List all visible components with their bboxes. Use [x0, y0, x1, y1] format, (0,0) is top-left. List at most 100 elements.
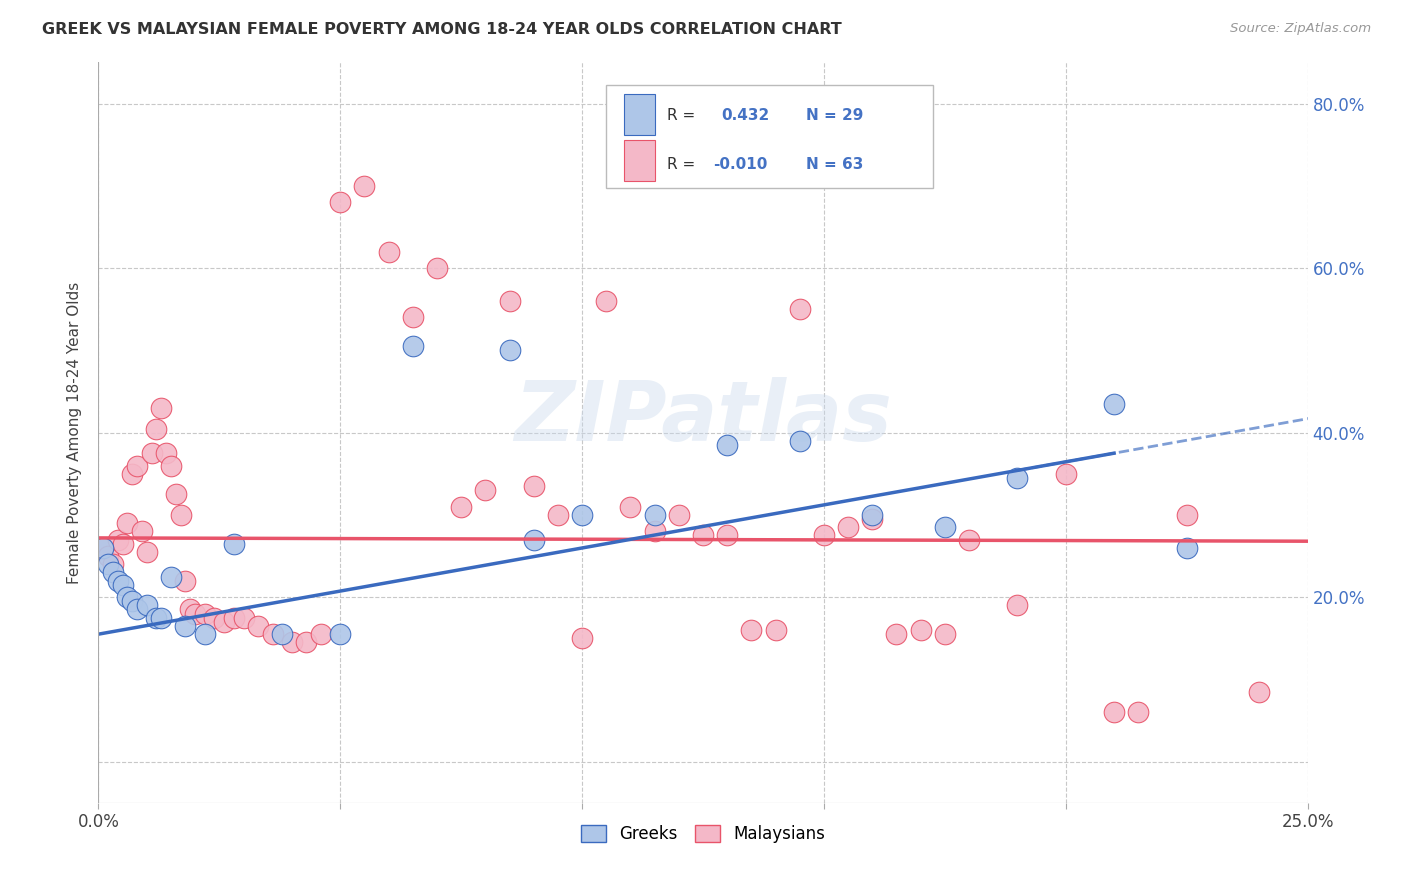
- Point: [127, 458, 149, 473]
- Point: [1249, 685, 1271, 699]
- Point: [571, 508, 593, 522]
- Point: [127, 602, 149, 616]
- Text: R =: R =: [666, 108, 695, 123]
- Point: [1128, 706, 1150, 720]
- Point: [426, 261, 449, 276]
- Point: [450, 500, 472, 514]
- Point: [571, 632, 593, 646]
- Point: [117, 516, 139, 530]
- Point: [107, 533, 129, 547]
- Point: [145, 421, 167, 435]
- Point: [1102, 706, 1125, 720]
- Point: [353, 178, 375, 193]
- FancyBboxPatch shape: [624, 95, 655, 135]
- Point: [498, 293, 520, 308]
- Point: [121, 594, 143, 608]
- Point: [910, 623, 932, 637]
- Point: [111, 536, 134, 550]
- Point: [262, 627, 284, 641]
- Point: [1007, 599, 1029, 613]
- Point: [160, 458, 183, 473]
- Point: [860, 508, 883, 522]
- Point: [97, 549, 120, 563]
- Point: [91, 541, 114, 555]
- Point: [107, 574, 129, 588]
- Point: [212, 615, 235, 629]
- Text: N = 63: N = 63: [806, 157, 863, 172]
- Point: [160, 569, 183, 583]
- Point: [1102, 397, 1125, 411]
- Point: [329, 195, 352, 210]
- Point: [101, 558, 124, 572]
- Point: [789, 434, 811, 448]
- Point: [145, 610, 167, 624]
- Point: [281, 635, 304, 649]
- Point: [886, 627, 908, 641]
- Point: [91, 541, 114, 555]
- Point: [498, 343, 520, 358]
- Point: [1007, 471, 1029, 485]
- Point: [1054, 467, 1077, 481]
- Point: [111, 578, 134, 592]
- FancyBboxPatch shape: [624, 140, 655, 181]
- Point: [97, 558, 120, 572]
- Point: [169, 508, 191, 522]
- Point: [619, 500, 641, 514]
- Point: [523, 533, 546, 547]
- Point: [222, 610, 245, 624]
- Point: [789, 302, 811, 317]
- Point: [377, 244, 399, 259]
- Text: GREEK VS MALAYSIAN FEMALE POVERTY AMONG 18-24 YEAR OLDS CORRELATION CHART: GREEK VS MALAYSIAN FEMALE POVERTY AMONG …: [42, 22, 842, 37]
- Point: [155, 446, 177, 460]
- Point: [184, 607, 207, 621]
- FancyBboxPatch shape: [606, 85, 932, 188]
- Point: [232, 610, 254, 624]
- Point: [222, 536, 245, 550]
- Point: [117, 590, 139, 604]
- Point: [934, 520, 956, 534]
- Point: [179, 602, 201, 616]
- Point: [165, 487, 187, 501]
- Text: Source: ZipAtlas.com: Source: ZipAtlas.com: [1230, 22, 1371, 36]
- Point: [740, 623, 762, 637]
- Text: -0.010: -0.010: [713, 157, 768, 172]
- Point: [101, 566, 124, 580]
- Point: [765, 623, 787, 637]
- Point: [150, 401, 173, 415]
- Text: R =: R =: [666, 157, 695, 172]
- Point: [194, 627, 217, 641]
- Point: [174, 619, 197, 633]
- Point: [141, 446, 163, 460]
- Point: [934, 627, 956, 641]
- Point: [402, 310, 425, 325]
- Point: [1175, 541, 1198, 555]
- Point: [194, 607, 217, 621]
- Point: [860, 512, 883, 526]
- Point: [271, 627, 294, 641]
- Point: [174, 574, 197, 588]
- Point: [957, 533, 980, 547]
- Point: [135, 599, 157, 613]
- Point: [595, 293, 617, 308]
- Point: [692, 528, 714, 542]
- Point: [309, 627, 332, 641]
- Point: [474, 483, 496, 498]
- Point: [247, 619, 270, 633]
- Point: [644, 524, 666, 539]
- Point: [716, 438, 738, 452]
- Text: N = 29: N = 29: [806, 108, 863, 123]
- Point: [150, 610, 173, 624]
- Point: [813, 528, 835, 542]
- Y-axis label: Female Poverty Among 18-24 Year Olds: Female Poverty Among 18-24 Year Olds: [67, 282, 83, 583]
- Point: [644, 508, 666, 522]
- Point: [329, 627, 352, 641]
- Point: [402, 339, 425, 353]
- Legend: Greeks, Malaysians: Greeks, Malaysians: [575, 819, 831, 850]
- Point: [837, 520, 859, 534]
- Point: [121, 467, 143, 481]
- Point: [547, 508, 569, 522]
- Point: [204, 610, 226, 624]
- Point: [135, 545, 157, 559]
- Point: [523, 479, 546, 493]
- Text: ZIPatlas: ZIPatlas: [515, 377, 891, 458]
